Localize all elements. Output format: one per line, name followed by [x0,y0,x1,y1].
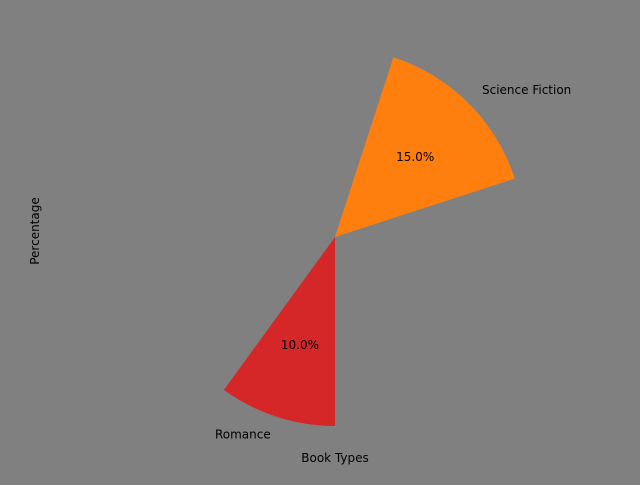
pie-slice-science-fiction [335,57,515,237]
x-axis-label: Book Types [301,451,369,465]
pie-percent-label-romance: 10.0% [281,338,319,352]
pie-slices [223,57,515,426]
pie-percent-label-science-fiction: 15.0% [396,150,434,164]
pie-category-label-science-fiction: Science Fiction [482,83,571,97]
pie-labels: 10.0% Romance 15.0% Science Fiction [215,83,571,442]
pie-slice-romance [223,237,335,426]
pie-category-label-romance: Romance [215,428,271,442]
y-axis-label: Percentage [28,197,42,265]
